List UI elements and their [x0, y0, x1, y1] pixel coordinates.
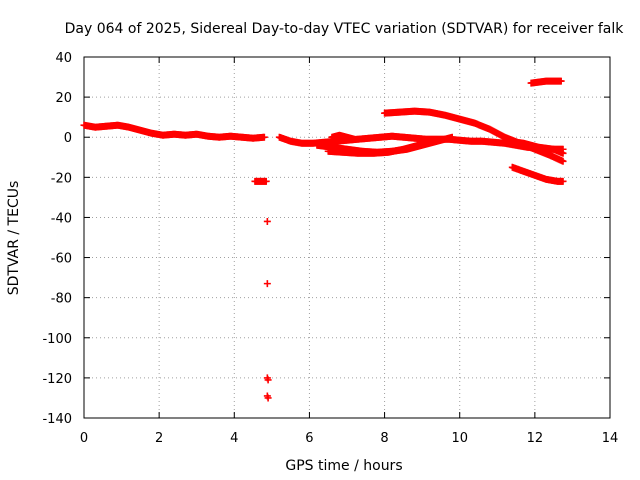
data-point — [351, 135, 359, 143]
data-point — [260, 133, 268, 141]
data-point — [263, 280, 271, 288]
x-tick-label: 0 — [80, 431, 88, 446]
data-point — [559, 157, 567, 165]
y-tick-label: 40 — [55, 51, 72, 66]
y-tick-label: 0 — [64, 131, 72, 146]
data-point — [448, 133, 456, 141]
x-axis-label: GPS time / hours — [285, 458, 402, 474]
x-tick-label: 8 — [380, 431, 388, 446]
y-tick-label: -20 — [51, 171, 72, 186]
plot-border — [83, 56, 611, 419]
y-tick-label: -40 — [51, 211, 72, 226]
data-point — [557, 77, 565, 85]
x-tick-label: 14 — [602, 431, 619, 446]
tick-labels: 0 2 4 6 8 10 12 14 40 20 0 -20 -40 -60 -80 -100 -120 -140 — [42, 51, 618, 446]
y-tick-label: 20 — [55, 91, 72, 106]
y-tick-label: -100 — [42, 332, 72, 347]
data-point — [559, 149, 567, 157]
data-point — [263, 217, 271, 225]
y-tick-label: -80 — [51, 292, 72, 307]
y-tick-label: -140 — [42, 412, 72, 427]
data-point — [264, 376, 272, 384]
data-point — [262, 177, 270, 185]
x-tick-label: 10 — [451, 431, 468, 446]
x-tick-label: 2 — [155, 431, 163, 446]
x-tick-label: 12 — [527, 431, 544, 446]
data-point — [264, 394, 272, 402]
ticks — [83, 56, 611, 419]
data-point — [429, 137, 437, 145]
data-point — [559, 177, 567, 185]
y-axis-label: SDTVAR / TECUs — [6, 181, 22, 296]
plot-frame — [83, 56, 611, 419]
y-tick-label: -120 — [42, 372, 72, 387]
data-points — [80, 77, 567, 402]
x-tick-label: 6 — [305, 431, 313, 446]
chart-title: Day 064 of 2025, Sidereal Day-to-day VTE… — [65, 21, 625, 37]
x-tick-label: 4 — [230, 431, 238, 446]
y-tick-label: -60 — [51, 252, 72, 267]
